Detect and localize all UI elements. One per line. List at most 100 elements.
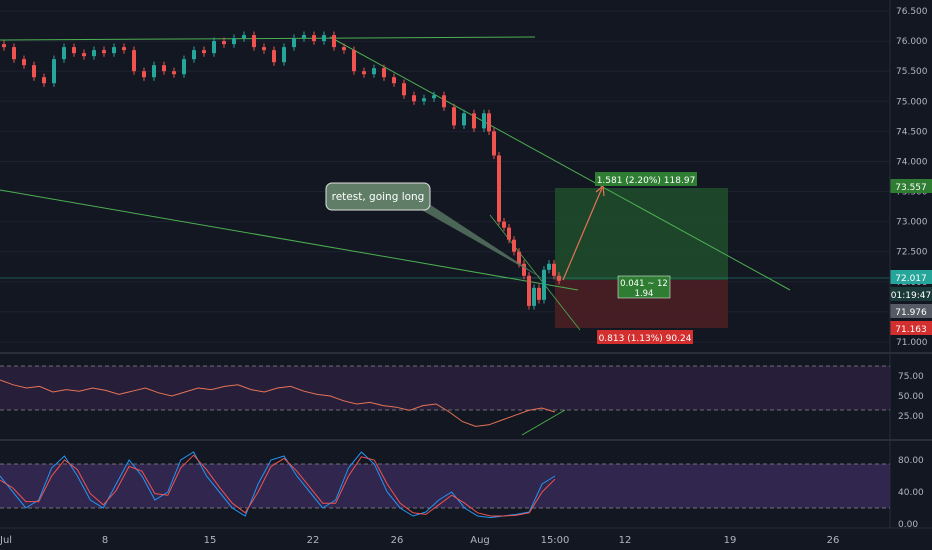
candle-body (392, 77, 396, 84)
candle-body (332, 35, 336, 48)
rsi-tick-label: 25.00 (898, 412, 924, 422)
support-trendline[interactable] (0, 189, 579, 291)
price-tick-label: 71.000 (896, 338, 928, 348)
candle-body (412, 95, 416, 102)
candle-body (102, 50, 106, 54)
candle-body (232, 38, 236, 45)
candle-body (2, 44, 6, 48)
candle-body (222, 41, 226, 45)
candle-body (52, 59, 56, 84)
callout-box[interactable] (325, 182, 431, 211)
candle-body (537, 287, 541, 300)
candle-body (497, 155, 501, 222)
projection-arrow[interactable] (562, 187, 603, 281)
countdown-tag (890, 287, 932, 301)
candle-body (552, 263, 556, 276)
stoch-tick-label: 0.00 (898, 520, 918, 530)
candle-body (132, 50, 136, 72)
candle-body (42, 77, 46, 84)
rsi-axis: 75.00 50.00 25.00 (898, 372, 924, 422)
rsi-tick-label: 75.00 (898, 372, 924, 382)
candle-body (182, 59, 186, 75)
candle-body (272, 50, 276, 63)
candle-body (492, 131, 496, 156)
candle-body (162, 65, 166, 72)
candle-body (282, 47, 286, 63)
ratio-label-box[interactable] (617, 275, 671, 299)
candle-body (112, 47, 116, 54)
stop-label-text: 0.813 (1.13%) 90.24 (599, 334, 692, 344)
candle-body (192, 50, 196, 60)
price-tick-label: 74.500 (896, 127, 928, 137)
price-tag-current (890, 270, 932, 284)
candle-body (72, 47, 76, 54)
candle-body (527, 275, 531, 306)
profit-zone[interactable] (555, 188, 728, 280)
resistance-trendline[interactable] (0, 36, 536, 41)
candle-body (22, 59, 26, 66)
candle-body (292, 38, 296, 48)
candle-body (522, 263, 526, 276)
target-label-text: 1.581 (2.20%) 118.97 (597, 176, 696, 186)
candle-body (542, 269, 546, 300)
candle-body (12, 47, 16, 60)
stoch-k-series[interactable] (0, 451, 556, 519)
time-tick-label: 22 (307, 535, 320, 546)
time-tick-label: 26 (391, 535, 404, 546)
candle-body (82, 53, 86, 57)
stoch-d-series[interactable] (0, 454, 556, 517)
time-tick-label: 19 (724, 535, 737, 546)
rsi-band (0, 366, 890, 410)
candle-body (152, 65, 156, 78)
candle-body (507, 227, 511, 240)
candle-body (532, 287, 536, 306)
candle-body (487, 113, 491, 132)
price-tick-label: 74.000 (896, 157, 928, 167)
candle-body (422, 98, 426, 102)
descending-trendline[interactable] (329, 36, 791, 291)
price-tick-label: 76.000 (896, 37, 928, 47)
countdown-tag-text: 01:19:47 (891, 291, 931, 301)
target-label-box[interactable] (595, 172, 697, 186)
candle-body (382, 68, 386, 78)
time-tick-label: 15:00 (541, 535, 570, 546)
candlestick-series (2, 31, 561, 310)
stoch-tick-label: 40.00 (898, 488, 924, 498)
rsi-series[interactable] (0, 379, 556, 427)
rsi-divergence-line[interactable] (521, 409, 566, 436)
time-tick-label: 15 (204, 535, 217, 546)
candle-body (432, 95, 436, 99)
candle-body (172, 71, 176, 75)
time-tick-label: Aug (470, 535, 490, 546)
price-tag-stop-text: 71.163 (895, 325, 927, 335)
price-tag-stop (890, 321, 932, 335)
candle-body (32, 65, 36, 78)
price-tag-level-text: 71.976 (895, 308, 927, 318)
callout-pointer (418, 198, 545, 280)
candle-body (312, 35, 316, 42)
time-tick-label: 12 (619, 535, 632, 546)
candle-body (482, 113, 486, 129)
ratio-label-bottom: 1.94 (635, 289, 654, 299)
stoch-band (0, 464, 890, 508)
price-tick-label: 73.000 (896, 218, 928, 228)
stoch-tick-label: 80.00 (898, 456, 924, 466)
price-tag-level (890, 304, 932, 318)
price-grid (0, 10, 890, 343)
price-tick-label: 76.500 (896, 7, 928, 17)
stop-label-box[interactable] (597, 330, 693, 344)
candle-body (547, 263, 551, 270)
candle-body (472, 113, 476, 129)
stoch-axis: 80.00 40.00 0.00 (898, 456, 924, 530)
candle-body (242, 35, 246, 39)
time-axis[interactable]: Jul 8 15 22 26 Aug 15:00 12 19 26 (0, 535, 839, 546)
candle-body (262, 47, 266, 51)
channel-trendline[interactable] (489, 214, 581, 331)
candle-body (62, 47, 66, 60)
callout-text: retest, going long (332, 191, 425, 203)
candle-body (212, 41, 216, 54)
time-tick-label: 26 (827, 535, 840, 546)
candle-body (342, 47, 346, 51)
candle-body (442, 95, 446, 108)
